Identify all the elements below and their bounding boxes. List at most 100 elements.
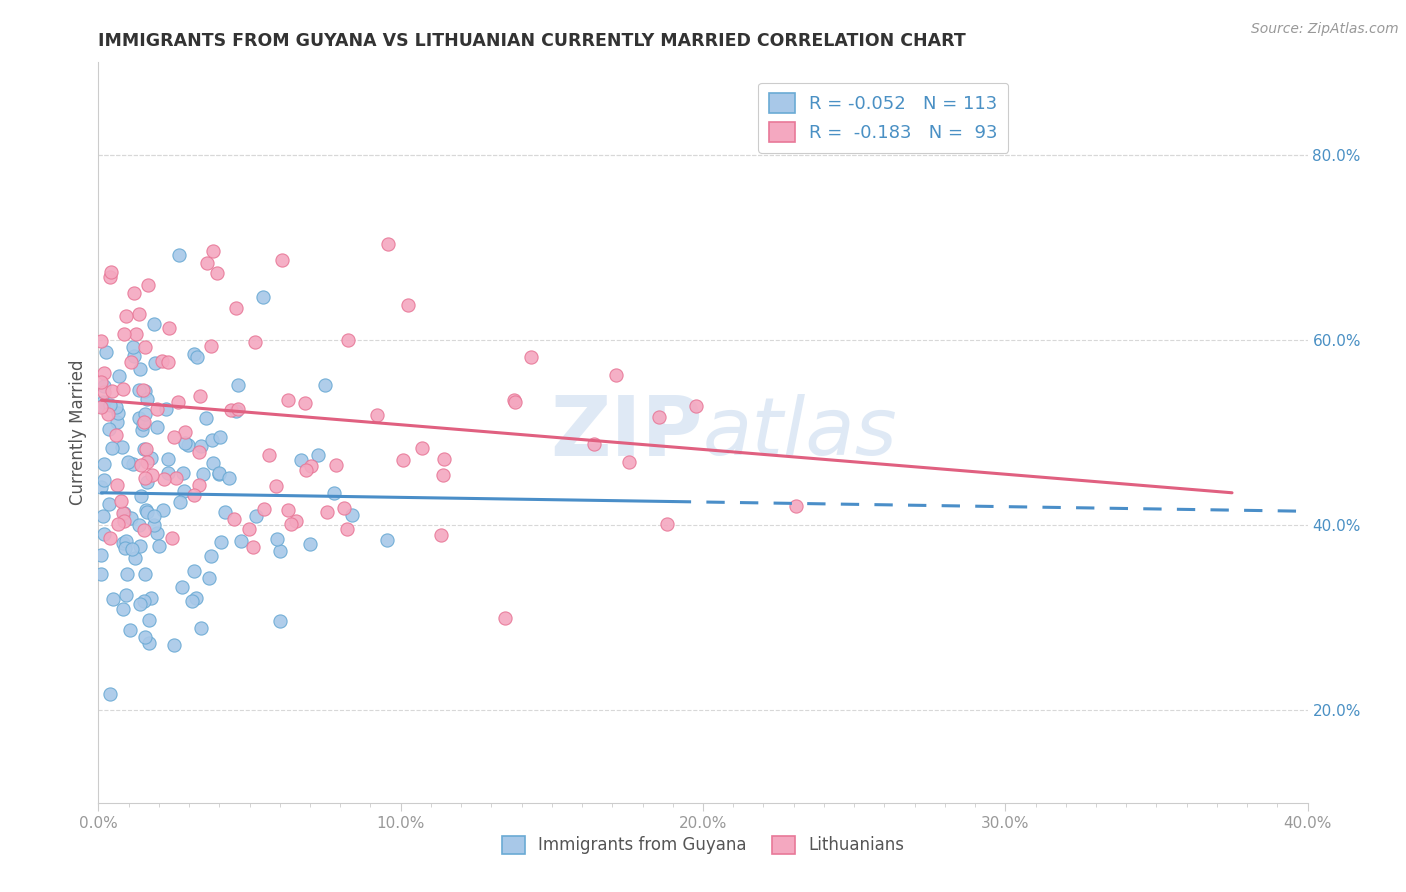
Point [243, 334, 266, 349]
Point [187, 445, 209, 459]
Point [432, 468, 454, 483]
Point [177, 438, 200, 452]
Point [110, 493, 132, 508]
Point [132, 594, 155, 608]
Point [129, 539, 152, 553]
Point [93, 527, 115, 541]
Point [143, 517, 166, 532]
Point [375, 533, 398, 547]
Point [136, 392, 159, 406]
Point [122, 286, 145, 301]
Point [190, 621, 212, 635]
Point [218, 471, 240, 485]
Point [190, 440, 212, 454]
Point [226, 401, 249, 416]
Point [208, 466, 231, 480]
Point [152, 502, 174, 516]
Point [211, 535, 233, 549]
Point [505, 395, 527, 409]
Point [122, 349, 145, 363]
Point [101, 441, 124, 455]
Point [180, 593, 202, 607]
Point [337, 333, 360, 347]
Point [271, 252, 294, 267]
Point [269, 614, 291, 628]
Point [494, 611, 516, 625]
Point [112, 326, 135, 341]
Point [169, 248, 191, 262]
Point [135, 502, 157, 516]
Point [114, 514, 136, 528]
Point [98, 687, 121, 701]
Point [183, 565, 205, 579]
Point [201, 456, 224, 470]
Point [90, 376, 112, 390]
Point [184, 591, 207, 606]
Point [114, 310, 136, 324]
Point [315, 505, 337, 519]
Point [134, 567, 156, 582]
Point [134, 384, 156, 399]
Point [266, 533, 288, 547]
Point [128, 597, 150, 611]
Point [94, 345, 117, 359]
Point [115, 588, 138, 602]
Point [100, 384, 122, 398]
Point [214, 506, 236, 520]
Point [93, 385, 115, 400]
Point [208, 467, 231, 481]
Point [336, 522, 359, 536]
Point [252, 290, 274, 304]
Point [128, 361, 150, 376]
Point [138, 613, 160, 627]
Point [188, 389, 211, 403]
Point [100, 265, 122, 279]
Point [166, 395, 188, 409]
Point [298, 537, 321, 551]
Point [125, 327, 148, 342]
Point [582, 437, 605, 451]
Point [136, 505, 159, 519]
Point [115, 566, 138, 581]
Point [132, 415, 155, 429]
Point [105, 478, 128, 492]
Point [93, 366, 115, 380]
Point [195, 256, 218, 270]
Point [128, 307, 150, 321]
Point [156, 452, 179, 467]
Point [294, 463, 316, 477]
Point [307, 448, 329, 462]
Point [155, 402, 177, 417]
Point [187, 478, 209, 492]
Point [143, 317, 166, 331]
Point [156, 355, 179, 369]
Point [205, 266, 228, 280]
Point [333, 501, 356, 516]
Point [198, 571, 221, 585]
Point [143, 355, 166, 369]
Point [129, 489, 152, 503]
Point [156, 467, 179, 481]
Legend: Immigrants from Guyana, Lithuanians: Immigrants from Guyana, Lithuanians [495, 829, 911, 861]
Point [146, 420, 169, 434]
Point [225, 301, 247, 315]
Point [90, 400, 112, 414]
Point [117, 455, 139, 469]
Point [433, 451, 456, 466]
Point [115, 533, 138, 548]
Point [169, 495, 191, 509]
Point [152, 472, 174, 486]
Point [163, 638, 186, 652]
Text: IMMIGRANTS FROM GUYANA VS LITHUANIAN CURRENTLY MARRIED CORRELATION CHART: IMMIGRANTS FROM GUYANA VS LITHUANIAN CUR… [98, 32, 966, 50]
Point [648, 409, 671, 424]
Point [277, 393, 299, 408]
Point [146, 525, 169, 540]
Point [124, 551, 146, 566]
Point [135, 455, 157, 469]
Point [290, 453, 312, 467]
Point [685, 400, 707, 414]
Point [174, 436, 197, 450]
Point [209, 430, 232, 444]
Point [120, 624, 142, 638]
Point [98, 422, 121, 436]
